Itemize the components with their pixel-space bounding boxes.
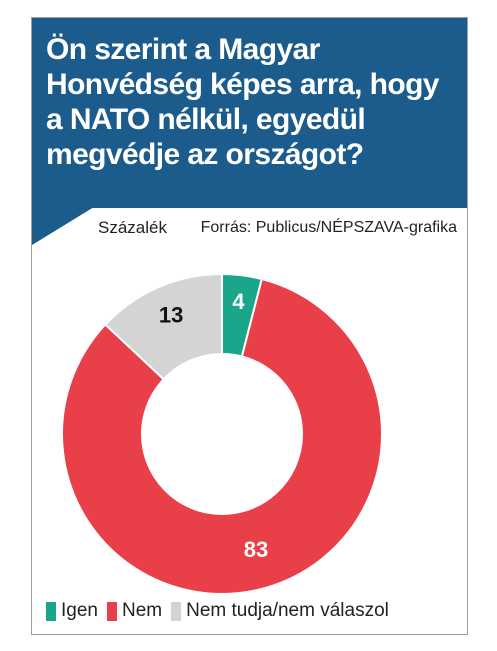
legend-swatch-nem-tudja <box>171 601 182 621</box>
legend-label-nem: Nem <box>121 600 163 621</box>
chart-title: Ön szerint a Magyar Honvédség képes arra… <box>46 33 439 171</box>
donut-chart: 4 83 13 <box>61 272 383 595</box>
legend-item-igen: Igen <box>46 600 98 622</box>
legend-swatch-nem <box>106 601 117 621</box>
donut-slice-nem <box>61 277 383 595</box>
data-label-nem-tudja: 13 <box>159 302 183 327</box>
data-label-igen: 4 <box>232 289 245 314</box>
speech-bubble-tail <box>32 207 94 245</box>
unit-label: Százalék <box>98 218 167 237</box>
legend-label-igen: Igen <box>61 600 98 621</box>
donut-slice-nem-tudja <box>103 272 223 381</box>
legend-item-nem-tudja: Nem tudja/nem válaszol <box>171 600 389 622</box>
legend-item-nem: Nem <box>106 600 163 622</box>
title-banner: Ön szerint a Magyar Honvédség képes arra… <box>32 18 467 208</box>
source-label: Forrás: Publicus/NÉPSZAVA-grafika <box>200 219 457 236</box>
legend-swatch-igen <box>46 601 56 621</box>
legend-label-nem-tudja: Nem tudja/nem válaszol <box>186 600 389 621</box>
chart-legend: Igen Nem Nem tudja/nem válaszol <box>46 600 398 622</box>
infographic-card: Ön szerint a Magyar Honvédség képes arra… <box>31 17 468 635</box>
data-label-nem: 83 <box>244 537 268 562</box>
